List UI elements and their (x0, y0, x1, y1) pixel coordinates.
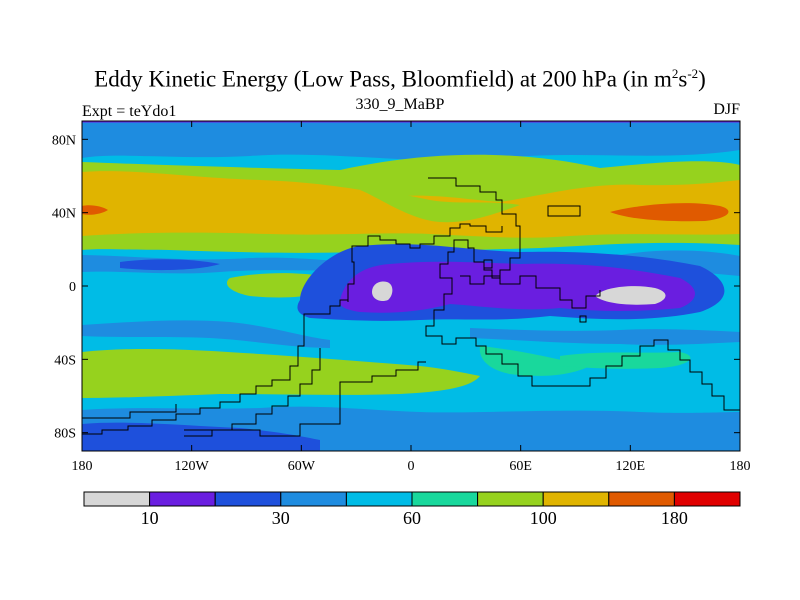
colorbar-swatch (345, 491, 413, 507)
colorbar-swatch (477, 491, 544, 507)
boundary-outline-north (347, 223, 503, 302)
plot-title: Eddy Kinetic Energy (Low Pass, Bloomfiel… (94, 66, 706, 92)
case-label: 330_9_MaBP (355, 96, 445, 113)
contour-pacific-max (610, 203, 729, 222)
contour-sh-subtropics-east (470, 328, 740, 345)
contour-atlantic-min (372, 281, 393, 302)
y-tick-label: 40N (52, 207, 76, 222)
x-tick-label: 0 (408, 459, 415, 474)
colorbar-swatch (411, 491, 479, 507)
boundary-outline-southwest (82, 299, 348, 435)
contour-sh-teal-2 (560, 352, 691, 369)
contour-dateline-max (82, 205, 108, 215)
y-tick-label: 80S (54, 427, 76, 442)
x-tick-label: 120W (175, 459, 210, 474)
contour-sh-storm-track (82, 348, 480, 398)
x-axis-ticks: 180 120W 60W 0 60E 120E 180 (72, 121, 751, 474)
colorbar-swatch (83, 491, 151, 507)
x-tick-label: 180 (72, 459, 93, 474)
contour-indian-min (595, 286, 666, 305)
colorbar-label: 60 (403, 508, 421, 528)
x-tick-label: 60W (288, 459, 316, 474)
boundary-outline-south-mid (184, 361, 426, 437)
colorbar-swatch (673, 491, 741, 507)
experiment-label: Expt = teYdo1 (82, 103, 177, 120)
colorbar-label: 180 (661, 508, 688, 528)
boundary-outline-island-1 (547, 205, 581, 217)
contour-sh-subtropics (82, 320, 330, 348)
y-tick-label: 0 (69, 280, 76, 295)
colorbar-label: 10 (141, 508, 159, 528)
boundary-outline-south-far (82, 404, 177, 419)
colorbar-swatch (214, 491, 282, 507)
colorbar-swatch (149, 491, 216, 507)
season-label: DJF (713, 101, 740, 118)
contour-nh-polar (82, 121, 740, 161)
x-tick-label: 60E (509, 459, 532, 474)
boundary-outline-equatorial (460, 275, 601, 309)
colorbar-label: 100 (530, 508, 557, 528)
contour-sh-polar-core (82, 422, 320, 451)
y-tick-label: 80N (52, 133, 76, 148)
x-tick-label: 120E (616, 459, 646, 474)
colorbar-swatch (542, 491, 610, 507)
filled-contours (82, 121, 740, 451)
colorbar: 10 30 60 100 180 (83, 491, 741, 528)
y-tick-label: 40S (54, 353, 76, 368)
y-axis-ticks: 80N 40N 0 40S 80S (52, 133, 740, 442)
boundary-outline-island-3 (483, 259, 493, 269)
colorbar-swatch (608, 491, 675, 507)
contour-sh-teal-1 (479, 346, 590, 376)
colorbar-label: 30 (272, 508, 290, 528)
contour-nh-subtropics-core (120, 259, 220, 271)
contour-green-notch (360, 190, 520, 223)
boundary-outline-island-2 (579, 315, 587, 323)
x-tick-label: 180 (730, 459, 751, 474)
colorbar-swatch (280, 491, 347, 507)
boundary-outline-east (425, 177, 740, 411)
